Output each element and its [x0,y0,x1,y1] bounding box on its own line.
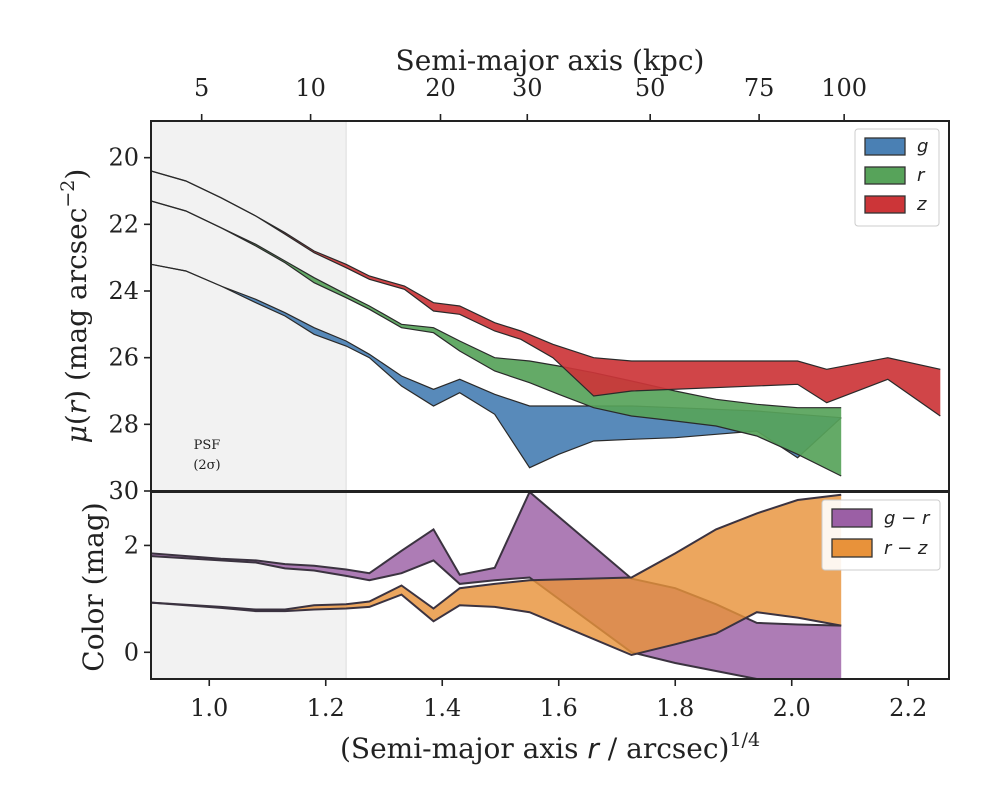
x-tick-label-0: 1.0 [190,694,228,722]
band-lower-edge-color-0 [151,555,842,679]
top-x-tick-label-6: 100 [821,74,867,102]
legend-swatch-surface-brightness-2 [864,195,906,214]
top-x-tick-label-0: 5 [194,74,209,102]
bottom-y-tick-label-0: 0 [124,638,139,666]
bottom-y-axis-label: Color (mag) [77,502,110,671]
axes: 20 22 24 26 28 30 5 10 20 30 50 75 100 0 2 1.0 1.2 1.4 1.6… [108,74,927,722]
legend-bands: grz [854,128,940,227]
band-surface-brightness-1 [151,201,842,476]
x-tick-label-4: 1.8 [656,694,694,722]
x-tick-label-3: 1.6 [540,694,578,722]
top-y-tick-label-5: 30 [108,477,139,505]
top-y-axis-label: μ(r) (mag arcsec−2) [57,169,93,444]
band-upper-edge-color-1 [151,493,842,611]
psf-shade-top [151,121,347,491]
bottom-y-tick-label-1: 2 [124,531,139,559]
top-x-tick-label-4: 50 [635,74,666,102]
legend-swatch-color-1 [831,538,873,558]
band-upper-edge-surface-brightness-1 [151,200,842,409]
top-x-tick-label-1: 10 [295,74,326,102]
top-y-tick-label-0: 20 [108,144,139,172]
legend-swatch-color-0 [831,508,873,528]
top-x-tick-label-3: 30 [512,74,543,102]
top-y-tick-label-3: 26 [108,344,139,372]
x-tick-label-5: 2.0 [773,694,811,722]
band-lower-edge-surface-brightness-2 [151,170,941,417]
legend-colors: g − r r − z [821,499,941,571]
x-tick-label-1: 1.2 [307,694,345,722]
legend-label-surface-brightness-0: g [917,136,928,157]
band-lower-edge-surface-brightness-0 [151,263,842,469]
legend-label-color-0: g − r [884,508,931,529]
band-lower-edge-color-1 [151,593,842,657]
band-lower-edge-surface-brightness-1 [151,200,842,477]
legend-label-color-1: r − z [884,538,928,559]
psf-shade-bottom [151,492,347,679]
top-y-tick-label-4: 28 [108,410,139,438]
x-tick-label-2: 1.4 [423,694,461,722]
top-axis-label: Semi-major axis (kpc) [396,44,705,77]
psf-sigma-label: (2σ) [193,458,220,473]
top-y-tick-label-1: 22 [108,210,139,238]
x-axis-label: (Semi-major axis r / arcsec)1/4 [340,729,760,765]
top-x-tick-label-2: 20 [425,74,456,102]
color-bands [151,493,842,679]
top-x-tick-label-5: 75 [744,74,775,102]
psf-label: PSF [194,438,221,453]
legend-label-surface-brightness-1: r [917,165,926,186]
bottom-panel-frame [150,491,950,680]
band-color-1 [151,494,842,655]
top-y-tick-label-2: 24 [108,277,139,305]
legend-swatch-surface-brightness-1 [864,166,906,185]
legend-label-surface-brightness-2: z [916,194,927,215]
legend-swatch-surface-brightness-0 [864,137,906,156]
surface-brightness-bands [151,170,941,477]
x-tick-label-6: 2.2 [889,694,927,722]
